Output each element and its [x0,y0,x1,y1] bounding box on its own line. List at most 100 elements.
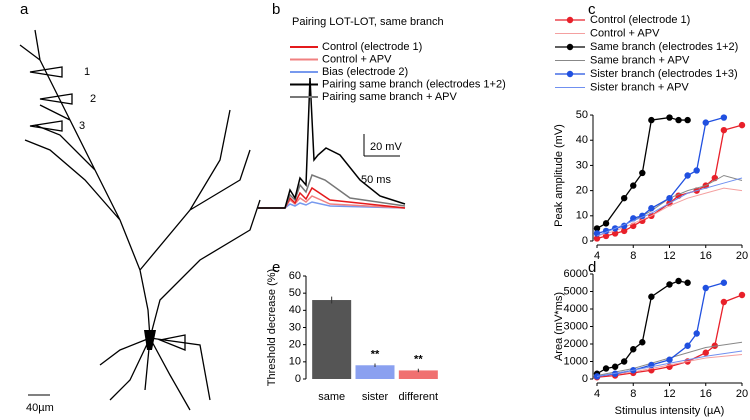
y-tick-label: 5000 [564,285,588,297]
legend-label: Control (electrode 1) [322,41,422,53]
x-tick-label: 16 [700,388,712,400]
data-point [639,339,646,346]
data-point [720,114,728,121]
data-point [720,298,728,306]
x-tick-label: 16 [700,250,712,262]
data-point [693,330,700,337]
legend-marker [566,43,574,51]
significance: ** [371,348,380,360]
x-tick-label: 12 [663,250,675,262]
legend-label: Same branch (electrodes 1+2) [590,41,738,53]
x-tick-label: 4 [594,250,600,262]
x-tick-label: different [399,391,439,403]
data-point [684,172,691,179]
panel-label: a [20,1,29,18]
scale-bar-label: 50 ms [361,174,391,186]
series-line [596,350,743,377]
y-axis-title: Threshold decrease (%) [266,269,278,386]
legend-marker [566,16,574,24]
panel-label: d [588,259,596,276]
y-tick-label: 20 [576,185,588,197]
voltage-traces [258,77,406,209]
y-tick-label: 4000 [564,303,588,315]
y-tick-label: 30 [289,321,301,333]
bar [398,370,438,379]
x-tick-label: sister [362,391,389,403]
y-tick-label: 60 [289,270,301,282]
series-line [596,187,743,237]
panel-title: Pairing LOT-LOT, same branch [292,16,444,28]
series-line [596,124,743,240]
x-tick-label: same [318,391,345,403]
y-tick-label: 40 [289,304,301,316]
y-tick-label: 20 [289,339,301,351]
y-tick-label: 10 [289,356,301,368]
y-tick-label: 0 [295,373,301,385]
x-tick-label: 8 [630,250,636,262]
legend-label: Pairing same branch (electrodes 1+2) [322,78,506,90]
data-point [639,169,646,177]
y-tick-label: 50 [289,287,301,299]
data-point [620,194,628,202]
data-point [675,277,682,285]
significance: ** [414,354,423,366]
bar [312,300,352,379]
data-point [648,116,655,124]
data-point [620,358,628,365]
series-line [596,294,743,378]
y-axis-title: Area (mV*ms) [553,292,565,361]
electrode-label: 3 [79,120,85,132]
data-point [702,284,709,292]
data-point [648,205,655,212]
data-point [684,342,691,349]
legend-label: Pairing same branch + APV [322,91,457,103]
data-point [720,126,728,134]
y-tick-label: 2000 [564,338,588,350]
electrode-label: 2 [90,93,96,105]
electrode-label: 1 [84,66,90,78]
series-line [596,354,743,377]
y-tick-label: 6000 [564,268,588,280]
bar [355,365,395,379]
scale-bar-label: 20 mV [370,141,402,153]
legend-label: Control + APV [590,27,660,39]
data-point [702,349,709,356]
data-point [611,363,619,370]
series-line [596,280,688,375]
y-tick-label: 10 [576,210,588,222]
y-tick-label: 0 [582,235,588,247]
x-tick-label: 20 [736,250,748,262]
data-point [630,182,637,189]
legend-label: Control (electrode 1) [590,14,690,26]
x-tick-label: 8 [630,388,636,400]
scale-bar-label: 40µm [26,402,54,414]
data-point [666,114,673,121]
x-tick-label: 12 [663,388,675,400]
y-tick-label: 50 [576,109,588,121]
data-point [684,279,691,286]
series-line [596,116,725,235]
legend-marker [566,70,574,78]
data-point [666,356,673,363]
legend-label: Control + APV [322,53,392,65]
data-point [593,225,601,232]
x-tick-label: 4 [594,388,600,400]
data-point [593,235,601,242]
data-point [620,227,628,235]
y-axis-title: Peak amplitude (mV) [553,124,565,227]
data-point [648,293,655,300]
y-tick-label: 1000 [564,355,588,367]
data-point [602,220,610,227]
data-point [693,167,700,174]
data-point [675,116,682,124]
x-axis-title: Stimulus intensity (µA) [615,405,725,417]
data-point [666,281,673,288]
y-tick-label: 30 [576,159,588,171]
y-tick-label: 3000 [564,320,588,332]
data-point [720,279,728,286]
legend-label: Same branch + APV [590,54,690,66]
legend-label: Bias (electrode 2) [322,66,408,78]
data-point [738,121,746,129]
